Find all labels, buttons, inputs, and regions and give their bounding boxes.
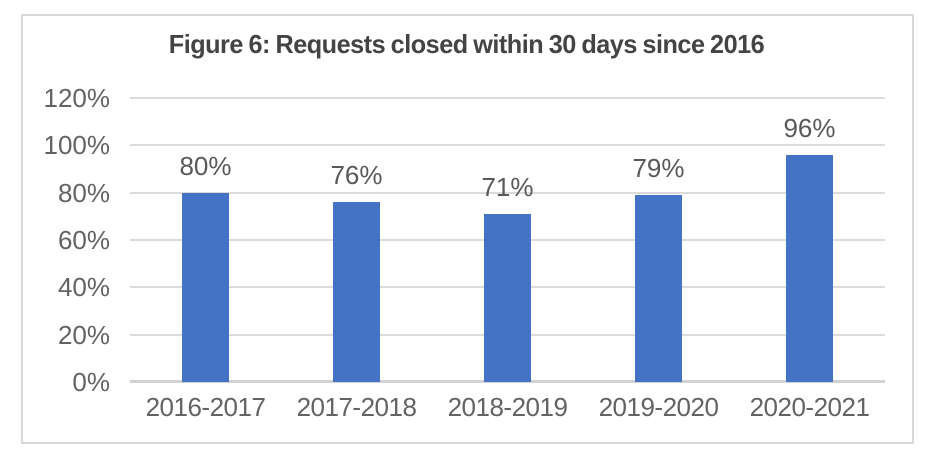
x-tick-label-2016-2017: 2016-2017: [145, 392, 266, 422]
data-label-2016-2017: 80%: [179, 150, 232, 181]
plot-area: 80% 76% 71% 79% 96%: [130, 97, 885, 383]
data-label-2018-2019: 71%: [481, 171, 534, 202]
chart-frame: [21, 14, 914, 444]
x-tick-label-2020-2021: 2020-2021: [749, 392, 870, 422]
x-axis: 2016-2017 2017-2018 2018-2019 2019-2020 2020…: [130, 391, 885, 423]
gridline: [130, 144, 885, 147]
data-label-2017-2018: 76%: [330, 160, 383, 191]
x-tick-label-2018-2019: 2018-2019: [447, 392, 568, 422]
data-label-2020-2021: 96%: [783, 112, 836, 143]
bar-2016-2017: [182, 192, 229, 382]
bar-2017-2018: [333, 202, 380, 382]
x-tick-label-2017-2018: 2017-2018: [296, 392, 417, 422]
bar-2019-2020: [635, 195, 682, 382]
gridline: [130, 97, 885, 99]
x-tick-label-2019-2020: 2019-2020: [598, 392, 719, 422]
bar-2020-2021: [786, 154, 833, 382]
data-label-2019-2020: 79%: [632, 153, 685, 184]
bar-2018-2019: [484, 213, 531, 382]
chart-title: Figure 6: Requests closed within 30 days…: [168, 29, 765, 59]
gridline: [130, 191, 885, 194]
